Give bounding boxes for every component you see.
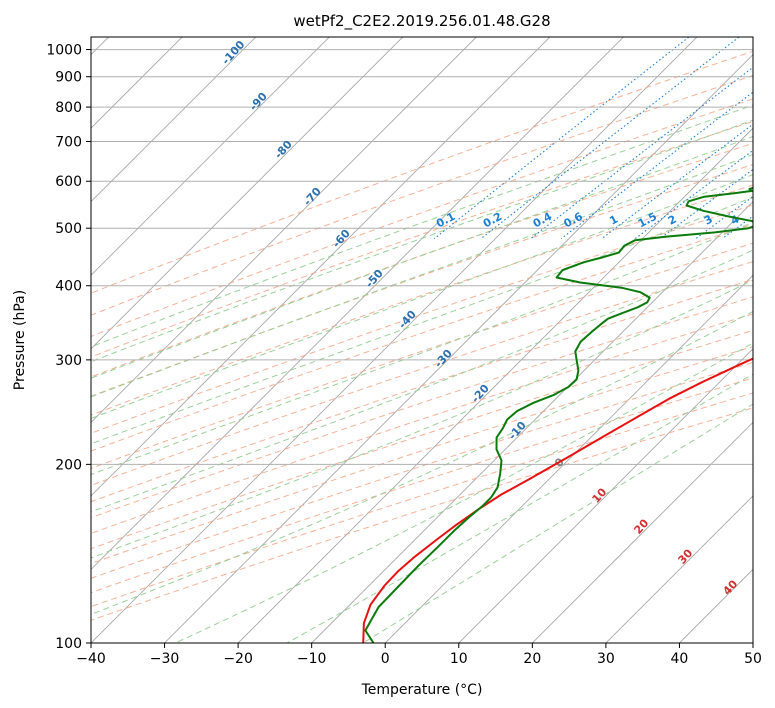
dewpoint-profile-line — [364, 186, 753, 643]
y-tick-label: 900 — [55, 70, 82, 86]
y-tick-label: 1000 — [46, 43, 82, 59]
isotherm-line — [91, 37, 551, 497]
dry-adiabat-line — [91, 204, 753, 434]
moist-adiabat-line — [91, 153, 753, 398]
plot-frame — [90, 36, 754, 644]
mixing-ratio-line — [560, 91, 753, 240]
x-tick-label: 40 — [671, 651, 689, 667]
profile-lines — [362, 186, 753, 643]
y-tick-label: 600 — [55, 174, 82, 190]
y-tick-label: 200 — [55, 457, 82, 473]
dry-adiabat-line — [91, 296, 753, 519]
x-tick-label: −20 — [223, 651, 253, 667]
pressure-gridlines — [91, 49, 753, 643]
isotherm-line — [91, 37, 478, 423]
moist-adiabat-line — [362, 403, 753, 643]
chart-title: wetPf2_C2E2.2019.256.01.48.G28 — [293, 12, 550, 31]
x-tick-label: −40 — [76, 651, 106, 667]
x-tick-label: 30 — [597, 651, 615, 667]
x-axis-ticks: −40 −30 −20 −10 0 10 20 30 40 50 — [76, 643, 762, 667]
mixing-ratio-line — [659, 168, 753, 240]
moist-adiabat-line — [91, 196, 753, 445]
moist-adiabat-line — [91, 174, 753, 420]
dry-adiabat-line — [91, 74, 753, 316]
background-lines — [91, 37, 753, 643]
moist-adiabat-line — [91, 119, 753, 363]
dry-adiabat-line — [91, 184, 753, 416]
isotherm-line — [91, 37, 330, 276]
x-tick-label: −30 — [150, 651, 180, 667]
plot-background — [91, 37, 753, 643]
dry-adiabat-line — [91, 98, 753, 337]
x-tick-label: −10 — [297, 651, 327, 667]
y-axis-label: Pressure (hPa) — [12, 290, 28, 390]
x-tick-label: 20 — [523, 651, 541, 667]
mixing-ratio-line — [601, 123, 753, 240]
x-tick-label: 0 — [381, 651, 390, 667]
isotherm-line — [91, 37, 257, 203]
dry-adiabat-line — [91, 278, 753, 503]
isotherm-line — [458, 348, 753, 643]
y-tick-label: 400 — [55, 279, 82, 295]
isotherm-line — [384, 274, 753, 643]
mixing-ratio-line — [480, 37, 740, 240]
x-tick-label: 10 — [450, 651, 468, 667]
y-tick-label: 100 — [55, 636, 82, 652]
y-axis-ticks: 1000 900 800 700 600 500 400 300 200 100 — [46, 43, 91, 652]
isotherm-line — [163, 53, 753, 643]
dry-adiabat-line — [91, 377, 753, 594]
x-tick-label: 50 — [744, 651, 762, 667]
dry-adiabat-line — [91, 329, 753, 550]
dry-adiabat-line — [91, 242, 753, 469]
y-tick-label: 300 — [55, 353, 82, 369]
isotherm-line — [605, 495, 753, 643]
isotherm-line — [531, 421, 753, 643]
isotherm-line — [237, 127, 753, 643]
isotherm-line — [91, 37, 698, 643]
isotherm-line — [91, 37, 625, 571]
mixing-ratio-line — [433, 37, 690, 240]
y-tick-label: 800 — [55, 100, 82, 116]
y-tick-label: 700 — [55, 134, 82, 150]
x-axis-label: Temperature (°C) — [361, 682, 483, 698]
dry-adiabat-line — [91, 361, 753, 579]
y-tick-label: 500 — [55, 221, 82, 237]
isotherm-line — [310, 201, 753, 643]
